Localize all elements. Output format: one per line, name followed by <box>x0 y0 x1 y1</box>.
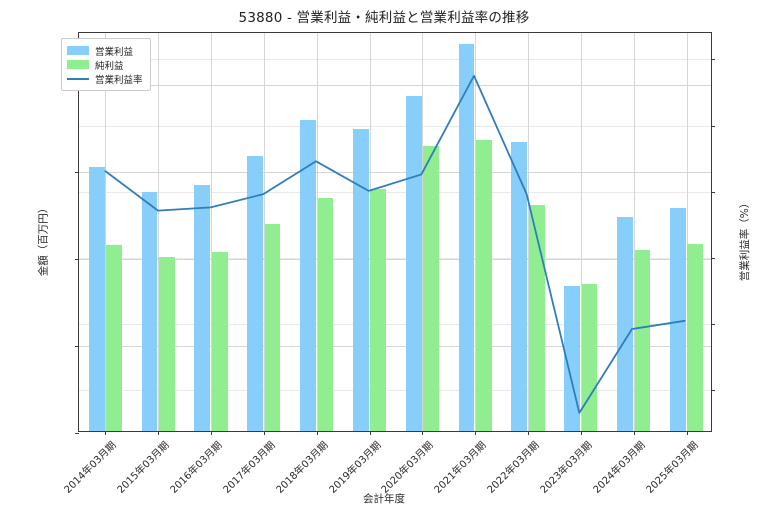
left-axis-tickmark <box>75 172 79 174</box>
x-axis-tick-label: 2015年03月期 <box>115 439 172 496</box>
legend-item[interactable]: 営業利益 <box>67 44 143 58</box>
chart-legend: 営業利益純利益営業利益率 <box>61 38 151 91</box>
left-axis-tickmark <box>75 259 79 261</box>
gridline-vertical <box>528 33 530 431</box>
x-axis-tick-label: 2014年03月期 <box>63 439 120 496</box>
x-axis-tickmark <box>528 431 530 435</box>
plot-area: 05001,0001,5002,000 6.08.010.012.014.016… <box>75 32 715 435</box>
right-axis-tickmark <box>711 191 715 193</box>
x-axis-tickmark <box>580 431 582 435</box>
x-axis-tickmark <box>316 431 318 435</box>
legend-item-label: 営業利益率 <box>95 74 143 86</box>
gridline-horizontal-secondary <box>79 125 711 127</box>
bar-net-profit <box>687 244 704 431</box>
chart-title: 53880 - 営業利益・純利益と営業利益率の推移 <box>238 10 530 26</box>
x-axis-tick-label: 2025年03月期 <box>644 439 701 496</box>
right-axis-title: 営業利益率（%） <box>739 197 752 282</box>
gridline-horizontal <box>79 172 711 174</box>
gridline-horizontal-secondary <box>79 390 711 391</box>
left-axis-tickmark <box>75 346 79 347</box>
x-axis-tick-label: 2019年03月期 <box>327 439 384 496</box>
bar-net-profit <box>211 251 228 431</box>
x-axis-tickmark <box>422 431 424 435</box>
bar-operating-profit <box>617 216 633 431</box>
gridline-vertical <box>369 33 371 431</box>
gridline-vertical <box>686 33 688 431</box>
x-axis-tick-label: 2020年03月期 <box>380 439 437 496</box>
gridline-vertical <box>580 33 582 431</box>
x-axis-tick-label: 2018年03月期 <box>274 439 331 496</box>
operating-margin-line <box>104 74 686 414</box>
bar-net-profit <box>423 145 439 431</box>
bar-operating-profit <box>405 95 422 431</box>
gridline-horizontal-secondary <box>79 257 711 259</box>
x-axis-tick-label: 2024年03月期 <box>591 439 648 496</box>
bar-operating-profit <box>194 185 211 431</box>
bar-net-profit <box>581 284 598 431</box>
gridline-vertical <box>105 33 107 431</box>
x-axis-tick-label: 2016年03月期 <box>168 439 225 496</box>
x-axis-tick-label: 2017年03月期 <box>221 439 278 496</box>
gridline-horizontal-secondary <box>79 323 711 325</box>
gridline-vertical <box>422 33 424 431</box>
gridline-horizontal <box>79 259 711 261</box>
x-axis-tickmark <box>263 431 265 435</box>
bar-operating-profit <box>564 286 581 431</box>
bar-net-profit <box>476 139 492 431</box>
x-axis-tickmark <box>105 431 107 435</box>
gridline-horizontal <box>79 346 711 347</box>
right-axis-tickmark <box>711 59 715 61</box>
legend-item[interactable]: 純利益 <box>67 58 143 72</box>
x-axis-tick-label: 2022年03月期 <box>485 439 542 496</box>
gridline-horizontal <box>79 85 711 87</box>
right-axis-tickmark <box>711 257 715 259</box>
legend-color-swatch <box>67 60 89 69</box>
bar-operating-profit <box>352 128 369 431</box>
bar-net-profit <box>106 244 122 431</box>
x-axis-tick-label: 2021年03月期 <box>432 439 489 496</box>
x-axis-tickmark <box>686 431 688 435</box>
legend-item-label: 純利益 <box>95 60 124 72</box>
legend-item-label: 営業利益 <box>95 46 134 58</box>
bar-operating-profit <box>669 208 686 431</box>
gridline-vertical <box>475 33 477 431</box>
right-axis-tickmark <box>711 390 715 391</box>
x-axis-tickmark <box>475 431 477 435</box>
bar-operating-profit <box>141 191 158 431</box>
bar-operating-profit <box>88 167 105 431</box>
bar-net-profit <box>370 188 387 431</box>
gridline-vertical <box>158 33 160 431</box>
legend-line-swatch <box>67 77 89 80</box>
x-axis-tickmark <box>158 431 160 435</box>
bar-operating-profit <box>458 43 475 431</box>
bar-net-profit <box>634 250 651 431</box>
legend-color-swatch <box>67 46 89 55</box>
x-axis-tickmark <box>633 431 635 435</box>
left-axis-tickmark <box>75 433 79 434</box>
gridline-vertical <box>633 33 635 431</box>
bar-net-profit <box>264 224 281 431</box>
chart-figure: 53880 - 営業利益・純利益と営業利益率の推移 05001,0001,500… <box>37 10 752 505</box>
gridline-vertical <box>316 33 318 431</box>
right-axis-tickmark <box>711 323 715 325</box>
bar-operating-profit <box>247 156 264 431</box>
gridline-vertical <box>211 33 213 431</box>
left-axis-title: 金額（百万円） <box>37 202 50 277</box>
legend-item[interactable]: 営業利益率 <box>67 72 143 86</box>
bar-net-profit <box>317 198 334 431</box>
bar-operating-profit <box>300 119 316 431</box>
gridline-horizontal-secondary <box>79 191 711 193</box>
x-axis-tickmark <box>211 431 213 435</box>
right-axis-tickmark <box>711 125 715 127</box>
bar-net-profit <box>159 257 175 431</box>
x-axis-title: 会計年度 <box>363 493 405 505</box>
bar-net-profit <box>528 204 545 431</box>
gridline-horizontal-secondary <box>79 59 711 61</box>
x-axis-tickmark <box>369 431 371 435</box>
bar-operating-profit <box>511 142 528 431</box>
gridline-vertical <box>263 33 265 431</box>
x-axis-tick-label: 2023年03月期 <box>538 439 595 496</box>
